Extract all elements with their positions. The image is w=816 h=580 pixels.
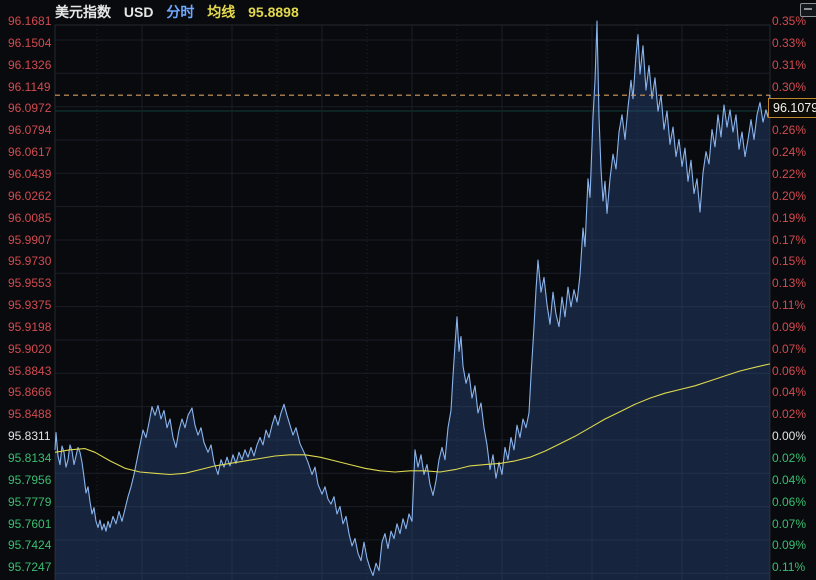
- price-axis-label: 95.8843: [8, 364, 52, 378]
- percent-axis-label: 0.00%: [772, 429, 807, 443]
- price-axis-label: 96.0617: [8, 145, 52, 159]
- chart-title-bar: 美元指数 USD 分时 均线 95.8898: [55, 2, 308, 22]
- price-axis-label: 96.0085: [8, 211, 52, 225]
- price-axis-label: 96.0972: [8, 101, 52, 115]
- price-axis-label: 95.7601: [8, 517, 52, 531]
- percent-axis-label: 0.22%: [772, 167, 807, 181]
- percent-axis-label: 0.06%: [772, 364, 807, 378]
- percent-axis-label: 0.20%: [772, 189, 807, 203]
- price-area: [55, 21, 770, 580]
- price-axis-label: 96.0439: [8, 167, 52, 181]
- percent-axis-label: 0.11%: [772, 298, 806, 312]
- ma-legend-value: 95.8898: [248, 4, 299, 20]
- price-axis-label: 95.7779: [8, 495, 52, 509]
- price-axis-label: 95.8666: [8, 385, 52, 399]
- price-line: [54, 20, 771, 577]
- percent-axis-label: 0.07%: [772, 517, 807, 531]
- percent-axis-label: 0.33%: [772, 36, 807, 50]
- percent-axis-label: 0.19%: [772, 211, 807, 225]
- percent-axis-label: 0.13%: [772, 276, 807, 290]
- price-axis-label: 95.7247: [8, 560, 52, 574]
- price-axis-label: 95.7956: [8, 473, 52, 487]
- percent-axis-label: 0.04%: [772, 385, 807, 399]
- price-axis-label: 96.1504: [8, 36, 52, 50]
- price-axis-label: 96.1149: [8, 80, 51, 94]
- instrument-code: USD: [123, 4, 154, 20]
- percent-axis-label: 0.02%: [772, 451, 807, 465]
- price-axis-label: 95.9553: [8, 276, 52, 290]
- price-axis-label: 95.9020: [8, 342, 52, 356]
- tab-intraday[interactable]: 分时: [166, 4, 195, 20]
- percent-axis-label: 0.26%: [772, 123, 807, 137]
- percent-axis-label: 0.04%: [772, 473, 807, 487]
- price-axis-label: 96.0794: [8, 123, 52, 137]
- current-price-tag: 96.1079: [768, 98, 816, 118]
- price-axis-label: 96.1681: [8, 14, 52, 28]
- ma-line: [54, 363, 771, 476]
- percent-axis-label: 0.09%: [772, 538, 807, 552]
- price-axis-label: 95.9375: [8, 298, 52, 312]
- price-axis-label: 95.7424: [8, 538, 52, 552]
- percent-axis-label: 0.11%: [772, 560, 806, 574]
- price-axis-label: 95.9907: [8, 233, 52, 247]
- expand-icon[interactable]: [800, 3, 816, 17]
- price-axis-label: 95.9198: [8, 320, 52, 334]
- percent-axis-label: 0.09%: [772, 320, 807, 334]
- percent-axis-label: 0.35%: [772, 14, 807, 28]
- price-axis-label: 95.8134: [8, 451, 52, 465]
- price-axis-label: 95.8311: [8, 429, 51, 443]
- percent-axis-label: 0.15%: [772, 254, 807, 268]
- percent-axis-label: 0.31%: [772, 58, 807, 72]
- percent-axis-label: 0.30%: [772, 80, 807, 94]
- percent-axis-label: 0.07%: [772, 342, 807, 356]
- price-axis-label: 96.1326: [8, 58, 52, 72]
- percent-axis-label: 0.02%: [772, 407, 807, 421]
- percent-axis-label: 0.06%: [772, 495, 807, 509]
- percent-axis-label: 0.17%: [772, 233, 807, 247]
- price-axis-label: 95.8488: [8, 407, 52, 421]
- price-axis-label: 95.9730: [8, 254, 52, 268]
- ma-legend-label: 均线: [207, 4, 236, 20]
- price-axis-label: 96.0262: [8, 189, 52, 203]
- percent-axis-label: 0.24%: [772, 145, 807, 159]
- instrument-name: 美元指数: [55, 4, 111, 20]
